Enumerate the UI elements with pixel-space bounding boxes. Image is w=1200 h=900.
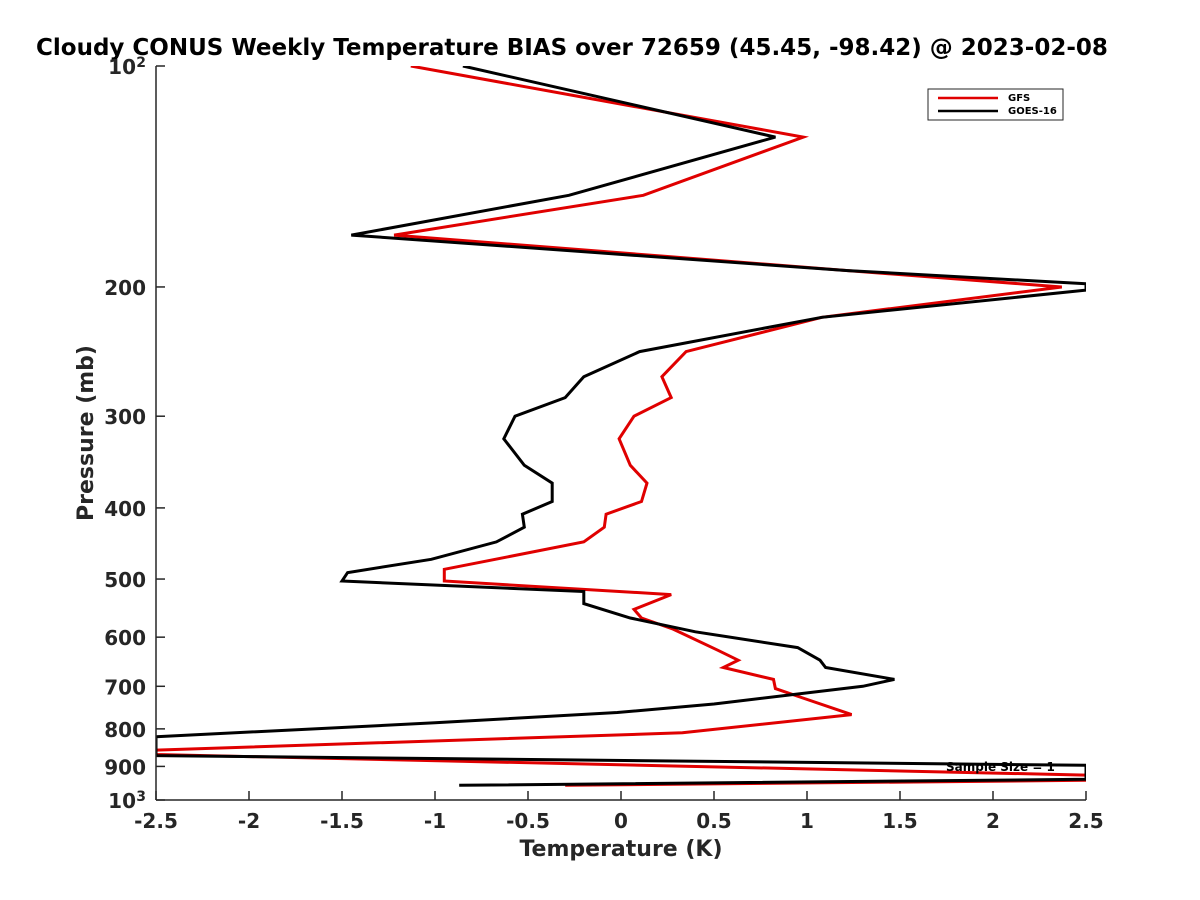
y-tick-exponent: 3: [136, 789, 146, 805]
y-tick-label: 900: [104, 755, 146, 779]
legend: GFS GOES-16: [927, 88, 1064, 121]
y-tick-label: 200: [104, 276, 146, 300]
x-tick-label: 0: [614, 809, 628, 833]
x-tick-label: -1.5: [320, 809, 364, 833]
y-tick-label: 800: [104, 718, 146, 742]
x-tick-label: 2.5: [1068, 809, 1103, 833]
y-tick-label: 400: [104, 497, 146, 521]
legend-box: [927, 88, 1064, 121]
x-axis-label: Temperature (K): [519, 837, 722, 862]
legend-label-goes16: GOES-16: [1008, 106, 1057, 117]
y-tick-exponent: 2: [136, 55, 146, 71]
x-ticks: -2.5 -2 -1.5 -1 -0.5 0 0.5 1 1.5 2 2.5: [134, 791, 1104, 833]
series-line-goes16: [156, 66, 1086, 787]
x-tick-label: 1: [800, 809, 814, 833]
y-tick-label: 300: [104, 405, 146, 429]
y-tick-label: 10: [108, 789, 136, 813]
y-tick-label: 10: [108, 55, 136, 79]
legend-label-gfs: GFS: [1008, 93, 1030, 104]
x-tick-label: 1.5: [882, 809, 917, 833]
x-tick-label: 2: [986, 809, 1000, 833]
y-axis-label: Pressure (mb): [74, 345, 99, 521]
x-tick-label: 0.5: [696, 809, 731, 833]
y-tick-label: 700: [104, 675, 146, 699]
sample-size-annotation: Sample Size = 1: [946, 760, 1055, 774]
x-tick-label: -2: [238, 809, 260, 833]
chart-title: Cloudy CONUS Weekly Temperature BIAS ove…: [36, 35, 1108, 61]
y-tick-label: 600: [104, 626, 146, 650]
plot-area: [156, 66, 1086, 800]
y-tick-label: 500: [104, 568, 146, 592]
x-tick-label: -1: [424, 809, 446, 833]
x-tick-label: -2.5: [134, 809, 178, 833]
x-tick-label: -0.5: [506, 809, 550, 833]
series-layer: [156, 66, 1086, 787]
